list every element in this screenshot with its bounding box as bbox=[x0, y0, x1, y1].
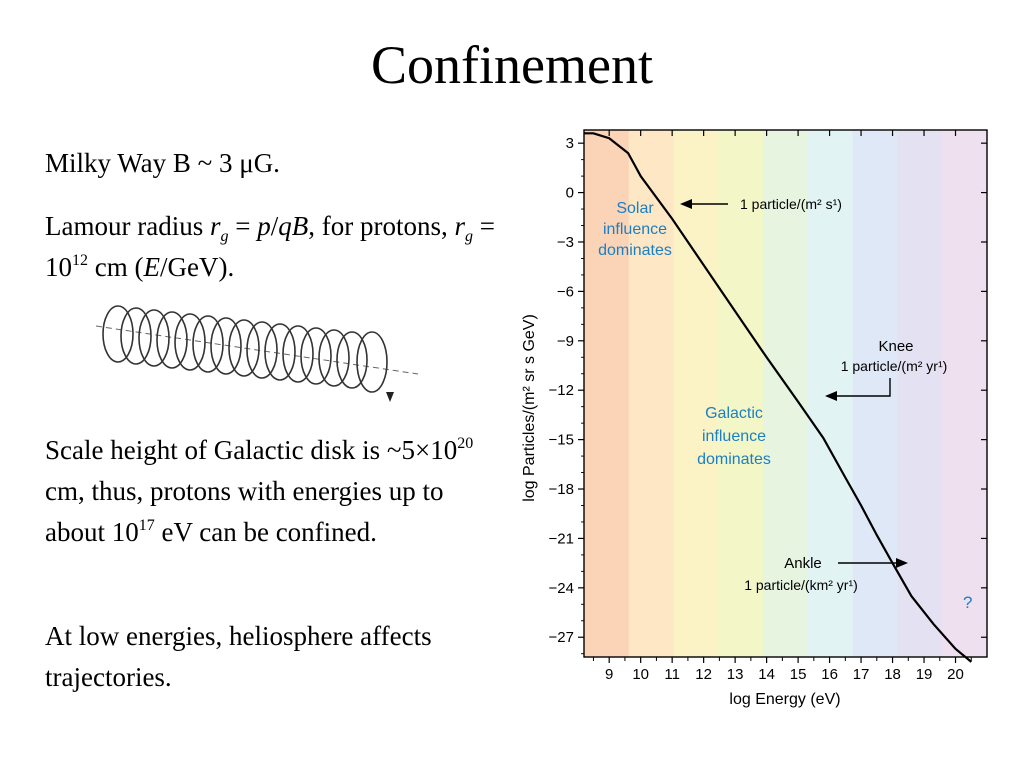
p2-r2: r bbox=[454, 211, 465, 241]
unknown-question-mark: ? bbox=[963, 593, 972, 612]
p2-eq: = bbox=[228, 211, 258, 241]
helix-trajectory-illustration bbox=[95, 305, 419, 402]
p2-t3: = 10 bbox=[45, 211, 495, 282]
heliosphere-text: At low energies, heliosphere affects tra… bbox=[45, 621, 432, 692]
band-3 bbox=[718, 130, 764, 657]
knee-label: Knee bbox=[878, 338, 913, 355]
x-tick-label-11: 11 bbox=[664, 666, 680, 683]
axis-ticks: 9 10 11 12 13 14 15 16 17 18 19 20 3 0 −3 −6 −9 −12 −15 −18… bbox=[549, 130, 987, 683]
y-tick-label--27: −27 bbox=[549, 629, 574, 646]
galactic-line2: influence bbox=[702, 428, 766, 445]
y-tick-label--12: −12 bbox=[549, 382, 574, 399]
spectrum-color-bands bbox=[584, 130, 988, 657]
p1-text-a: Milky Way B ~ 3 bbox=[45, 148, 240, 178]
p2-p: p bbox=[257, 211, 271, 241]
solar-line2: influence bbox=[603, 221, 667, 238]
y-tick-label--18: −18 bbox=[549, 481, 574, 498]
milky-way-field-text: Milky Way B ~ 3 μG. bbox=[45, 143, 500, 184]
rate-1-text: 1 particle/(m² s¹) bbox=[740, 196, 842, 212]
band-8 bbox=[942, 130, 988, 657]
x-tick-label-20: 20 bbox=[947, 666, 964, 683]
p2-t1: Lamour radius bbox=[45, 211, 210, 241]
p2-qb: qB bbox=[278, 211, 309, 241]
helix-arrowhead bbox=[386, 392, 394, 402]
y-tick-label--3: −3 bbox=[557, 234, 574, 251]
p2-g: g bbox=[220, 228, 229, 245]
y-axis-label: log Particles/(m² sr s GeV) bbox=[521, 314, 538, 502]
x-tick-label-12: 12 bbox=[695, 666, 712, 683]
ankle-arrowhead bbox=[896, 558, 908, 568]
x-tick-label-13: 13 bbox=[727, 666, 744, 683]
band-0 bbox=[584, 130, 630, 657]
p2-t4: cm ( bbox=[88, 252, 144, 282]
p3-exp2: 17 bbox=[138, 517, 155, 534]
plot-frame bbox=[583, 129, 988, 658]
solar-line1: Solar bbox=[616, 200, 654, 217]
cosmic-ray-spectrum-chart: 9 10 11 12 13 14 15 16 17 18 19 20 3 0 −3 −6 −9 −12 −15 −18… bbox=[521, 129, 988, 708]
galactic-annotation: Galactic influence dominates bbox=[697, 405, 771, 468]
y-tick-label--21: −21 bbox=[549, 530, 574, 547]
galactic-line1: Galactic bbox=[705, 405, 763, 422]
y-tick-label--6: −6 bbox=[557, 283, 574, 300]
rate-1-annotation: 1 particle/(m² s¹) bbox=[680, 196, 842, 212]
band-7 bbox=[897, 130, 943, 657]
p3-t2: cm, thus, protons with energies up to ab… bbox=[45, 476, 444, 547]
p1-text-b: G. bbox=[253, 148, 280, 178]
helix-coils bbox=[102, 305, 388, 393]
band-5 bbox=[807, 130, 854, 657]
p3-t1: Scale height of Galactic disk is ~5×10 bbox=[45, 435, 458, 465]
x-tick-label-17: 17 bbox=[853, 666, 870, 683]
slide-title: Confinement bbox=[371, 35, 653, 95]
band-2 bbox=[673, 130, 719, 657]
p2-e: E bbox=[143, 252, 160, 282]
p3-t3: eV can be confined. bbox=[154, 517, 377, 547]
knee-annotation: Knee 1 particle/(m² yr¹) bbox=[825, 338, 947, 401]
x-tick-label-10: 10 bbox=[632, 666, 649, 683]
x-tick-label-14: 14 bbox=[758, 666, 775, 683]
band-1 bbox=[628, 130, 675, 657]
p2-t5: /GeV). bbox=[159, 252, 235, 282]
flux-series-line bbox=[584, 132, 973, 663]
p3-exp1: 20 bbox=[457, 435, 474, 452]
p2-r: r bbox=[209, 211, 221, 241]
p2-t2: , for protons, bbox=[308, 211, 455, 241]
y-tick-label-3: 3 bbox=[566, 135, 574, 152]
p2-slash: / bbox=[270, 211, 279, 241]
solar-line3: dominates bbox=[598, 242, 672, 259]
y-tick-label--9: −9 bbox=[557, 333, 574, 350]
rate-1-arrowhead bbox=[680, 199, 692, 209]
ankle-rate-text: 1 particle/(km² yr¹) bbox=[744, 577, 858, 593]
x-axis-label: log Energy (eV) bbox=[729, 691, 840, 708]
larmor-radius-text: Lamour radius rg = p/qB, for protons, rg… bbox=[45, 206, 500, 288]
helix-axis-line bbox=[95, 325, 419, 375]
scale-height-text: Scale height of Galactic disk is ~5×1020… bbox=[45, 430, 500, 553]
x-tick-label-9: 9 bbox=[605, 666, 613, 683]
y-tick-label-0: 0 bbox=[566, 185, 574, 202]
band-4 bbox=[763, 130, 809, 657]
mu-symbol: μ bbox=[239, 148, 254, 178]
y-tick-label--24: −24 bbox=[549, 580, 574, 597]
knee-arrowhead bbox=[825, 391, 837, 401]
x-tick-label-19: 19 bbox=[916, 666, 933, 683]
knee-rate-text: 1 particle/(m² yr¹) bbox=[841, 358, 948, 374]
x-tick-label-16: 16 bbox=[821, 666, 838, 683]
solar-annotation: Solar influence dominates bbox=[598, 200, 672, 259]
knee-arrow-line bbox=[830, 378, 891, 397]
ankle-annotation: Ankle 1 particle/(km² yr¹) bbox=[744, 555, 908, 593]
x-tick-label-15: 15 bbox=[790, 666, 807, 683]
p2-exp: 12 bbox=[72, 252, 88, 269]
x-tick-label-18: 18 bbox=[884, 666, 901, 683]
y-tick-label--15: −15 bbox=[549, 432, 574, 449]
ankle-label: Ankle bbox=[784, 555, 822, 572]
p2-g2: g bbox=[464, 228, 473, 245]
galactic-line3: dominates bbox=[697, 451, 771, 468]
band-6 bbox=[852, 130, 898, 657]
